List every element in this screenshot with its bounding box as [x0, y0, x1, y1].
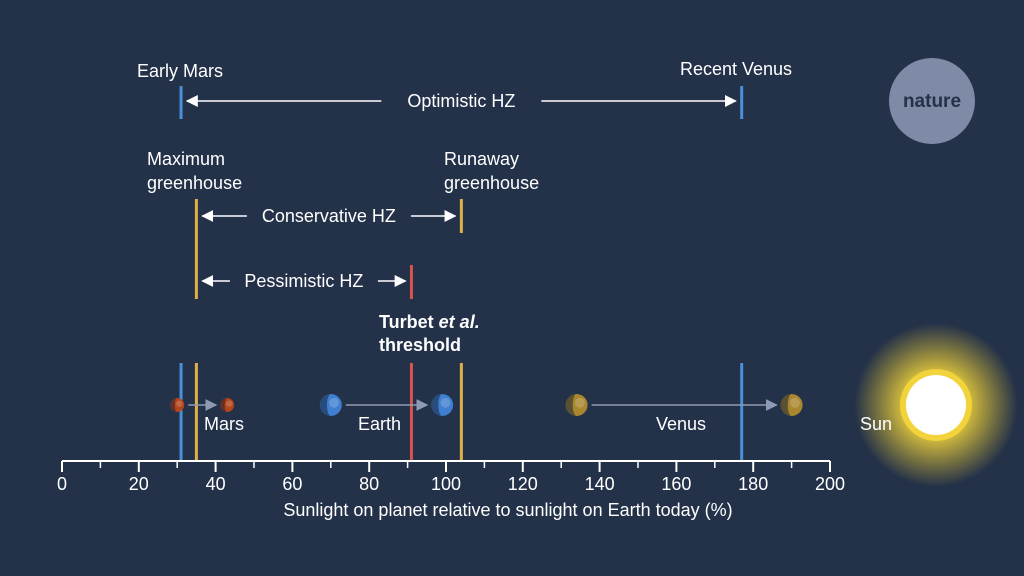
tick-label-100: 100 [431, 474, 461, 494]
maximum-greenhouse-label: Maximum greenhouse [147, 149, 242, 193]
x-axis-title: Sunlight on planet relative to sunlight … [283, 500, 732, 520]
venus-label: Venus [656, 414, 706, 434]
sun-icon [906, 375, 966, 435]
turbet-threshold-line1: Turbet [379, 312, 439, 332]
venus-past-planet-icon [565, 394, 588, 416]
tick-label-200: 200 [815, 474, 845, 494]
tick-label-20: 20 [129, 474, 149, 494]
tick-label-140: 140 [585, 474, 615, 494]
sun-label: Sun [860, 414, 892, 434]
turbet-threshold-et-al: et al. [439, 312, 480, 332]
mars-present-planet-icon [220, 398, 235, 412]
pessimistic-hz-label: Pessimistic HZ [244, 271, 363, 291]
early-mars-label: Early Mars [137, 61, 223, 81]
maximum-greenhouse-line2: greenhouse [147, 173, 242, 193]
earth-present-planet-icon [431, 394, 454, 416]
nature-logo-text: nature [903, 91, 961, 112]
turbet-threshold-label: Turbet et al. threshold [379, 312, 485, 355]
conservative-hz-label: Conservative HZ [262, 206, 396, 226]
maximum-greenhouse-line1: Maximum [147, 149, 225, 169]
runaway-greenhouse-line2: greenhouse [444, 173, 539, 193]
nature-badge [889, 58, 975, 144]
recent-venus-label: Recent Venus [680, 59, 792, 79]
venus-present-planet-icon [780, 394, 803, 416]
optimistic-hz-label: Optimistic HZ [407, 91, 515, 111]
earth-past-planet-icon [319, 394, 342, 416]
tick-label-120: 120 [508, 474, 538, 494]
mars-label: Mars [204, 414, 244, 434]
tick-label-0: 0 [57, 474, 67, 494]
runaway-greenhouse-label: Runaway greenhouse [444, 149, 539, 193]
planets-layer: Mars Earth Venus [170, 394, 803, 434]
tick-label-180: 180 [738, 474, 768, 494]
runaway-greenhouse-line1: Runaway [444, 149, 519, 169]
x-axis-ticks: 0 20 40 60 80 100 120 140 160 180 200 [57, 461, 845, 494]
tick-label-40: 40 [206, 474, 226, 494]
tick-label-80: 80 [359, 474, 379, 494]
tick-label-160: 160 [661, 474, 691, 494]
turbet-threshold-line2: threshold [379, 335, 461, 355]
mars-past-planet-icon [170, 398, 185, 412]
earth-label: Earth [358, 414, 401, 434]
tick-label-60: 60 [282, 474, 302, 494]
